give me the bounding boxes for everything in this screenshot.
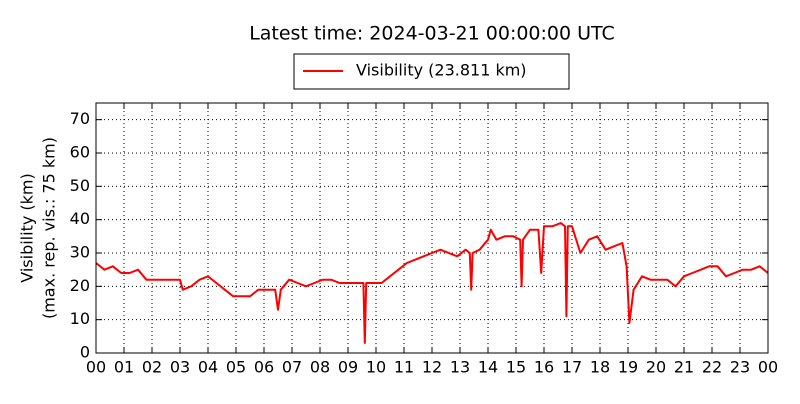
x-tick-label: 22 [702,358,722,377]
x-tick-label: 03 [170,358,190,377]
x-tick-label: 01 [114,358,134,377]
y-tick-label: 20 [70,276,90,295]
x-tick-label: 02 [142,358,162,377]
x-tick-label: 16 [534,358,554,377]
x-tick-label: 17 [562,358,582,377]
legend-label: Visibility (23.811 km) [356,61,527,80]
y-tick-label: 50 [70,176,90,195]
x-tick-label: 00 [86,358,106,377]
y-tick-label: 40 [70,209,90,228]
x-tick-label: 05 [226,358,246,377]
x-tick-label: 13 [450,358,470,377]
x-tick-label: 00 [758,358,778,377]
y-tick-label: 70 [70,109,90,128]
x-tick-label: 09 [338,358,358,377]
x-tick-label: 20 [646,358,666,377]
x-tick-label: 07 [282,358,302,377]
x-tick-label: 14 [478,358,498,377]
y-tick-label: 0 [80,343,90,362]
plot-frame [95,102,769,354]
y-axis-label: Visibility (km) [18,173,37,282]
x-tick-label: 15 [506,358,526,377]
chart-title: Latest time: 2024-03-21 00:00:00 UTC [249,23,615,45]
x-tick-label: 12 [422,358,442,377]
x-tick-label: 06 [254,358,274,377]
x-tick-label: 19 [618,358,638,377]
x-tick-label: 18 [590,358,610,377]
series-line [95,222,769,344]
x-tick-label: 11 [394,358,414,377]
x-tick-label: 08 [310,358,330,377]
y-tick-label: 60 [70,143,90,162]
y-tick-label: 10 [70,309,90,328]
y-axis-label: (max. rep. vis.: 75 km) [40,137,59,319]
x-tick-label: 10 [366,358,386,377]
x-tick-label: 04 [198,358,218,377]
y-tick-label: 30 [70,243,90,262]
x-tick-label: 21 [674,358,694,377]
x-tick-label: 23 [730,358,750,377]
